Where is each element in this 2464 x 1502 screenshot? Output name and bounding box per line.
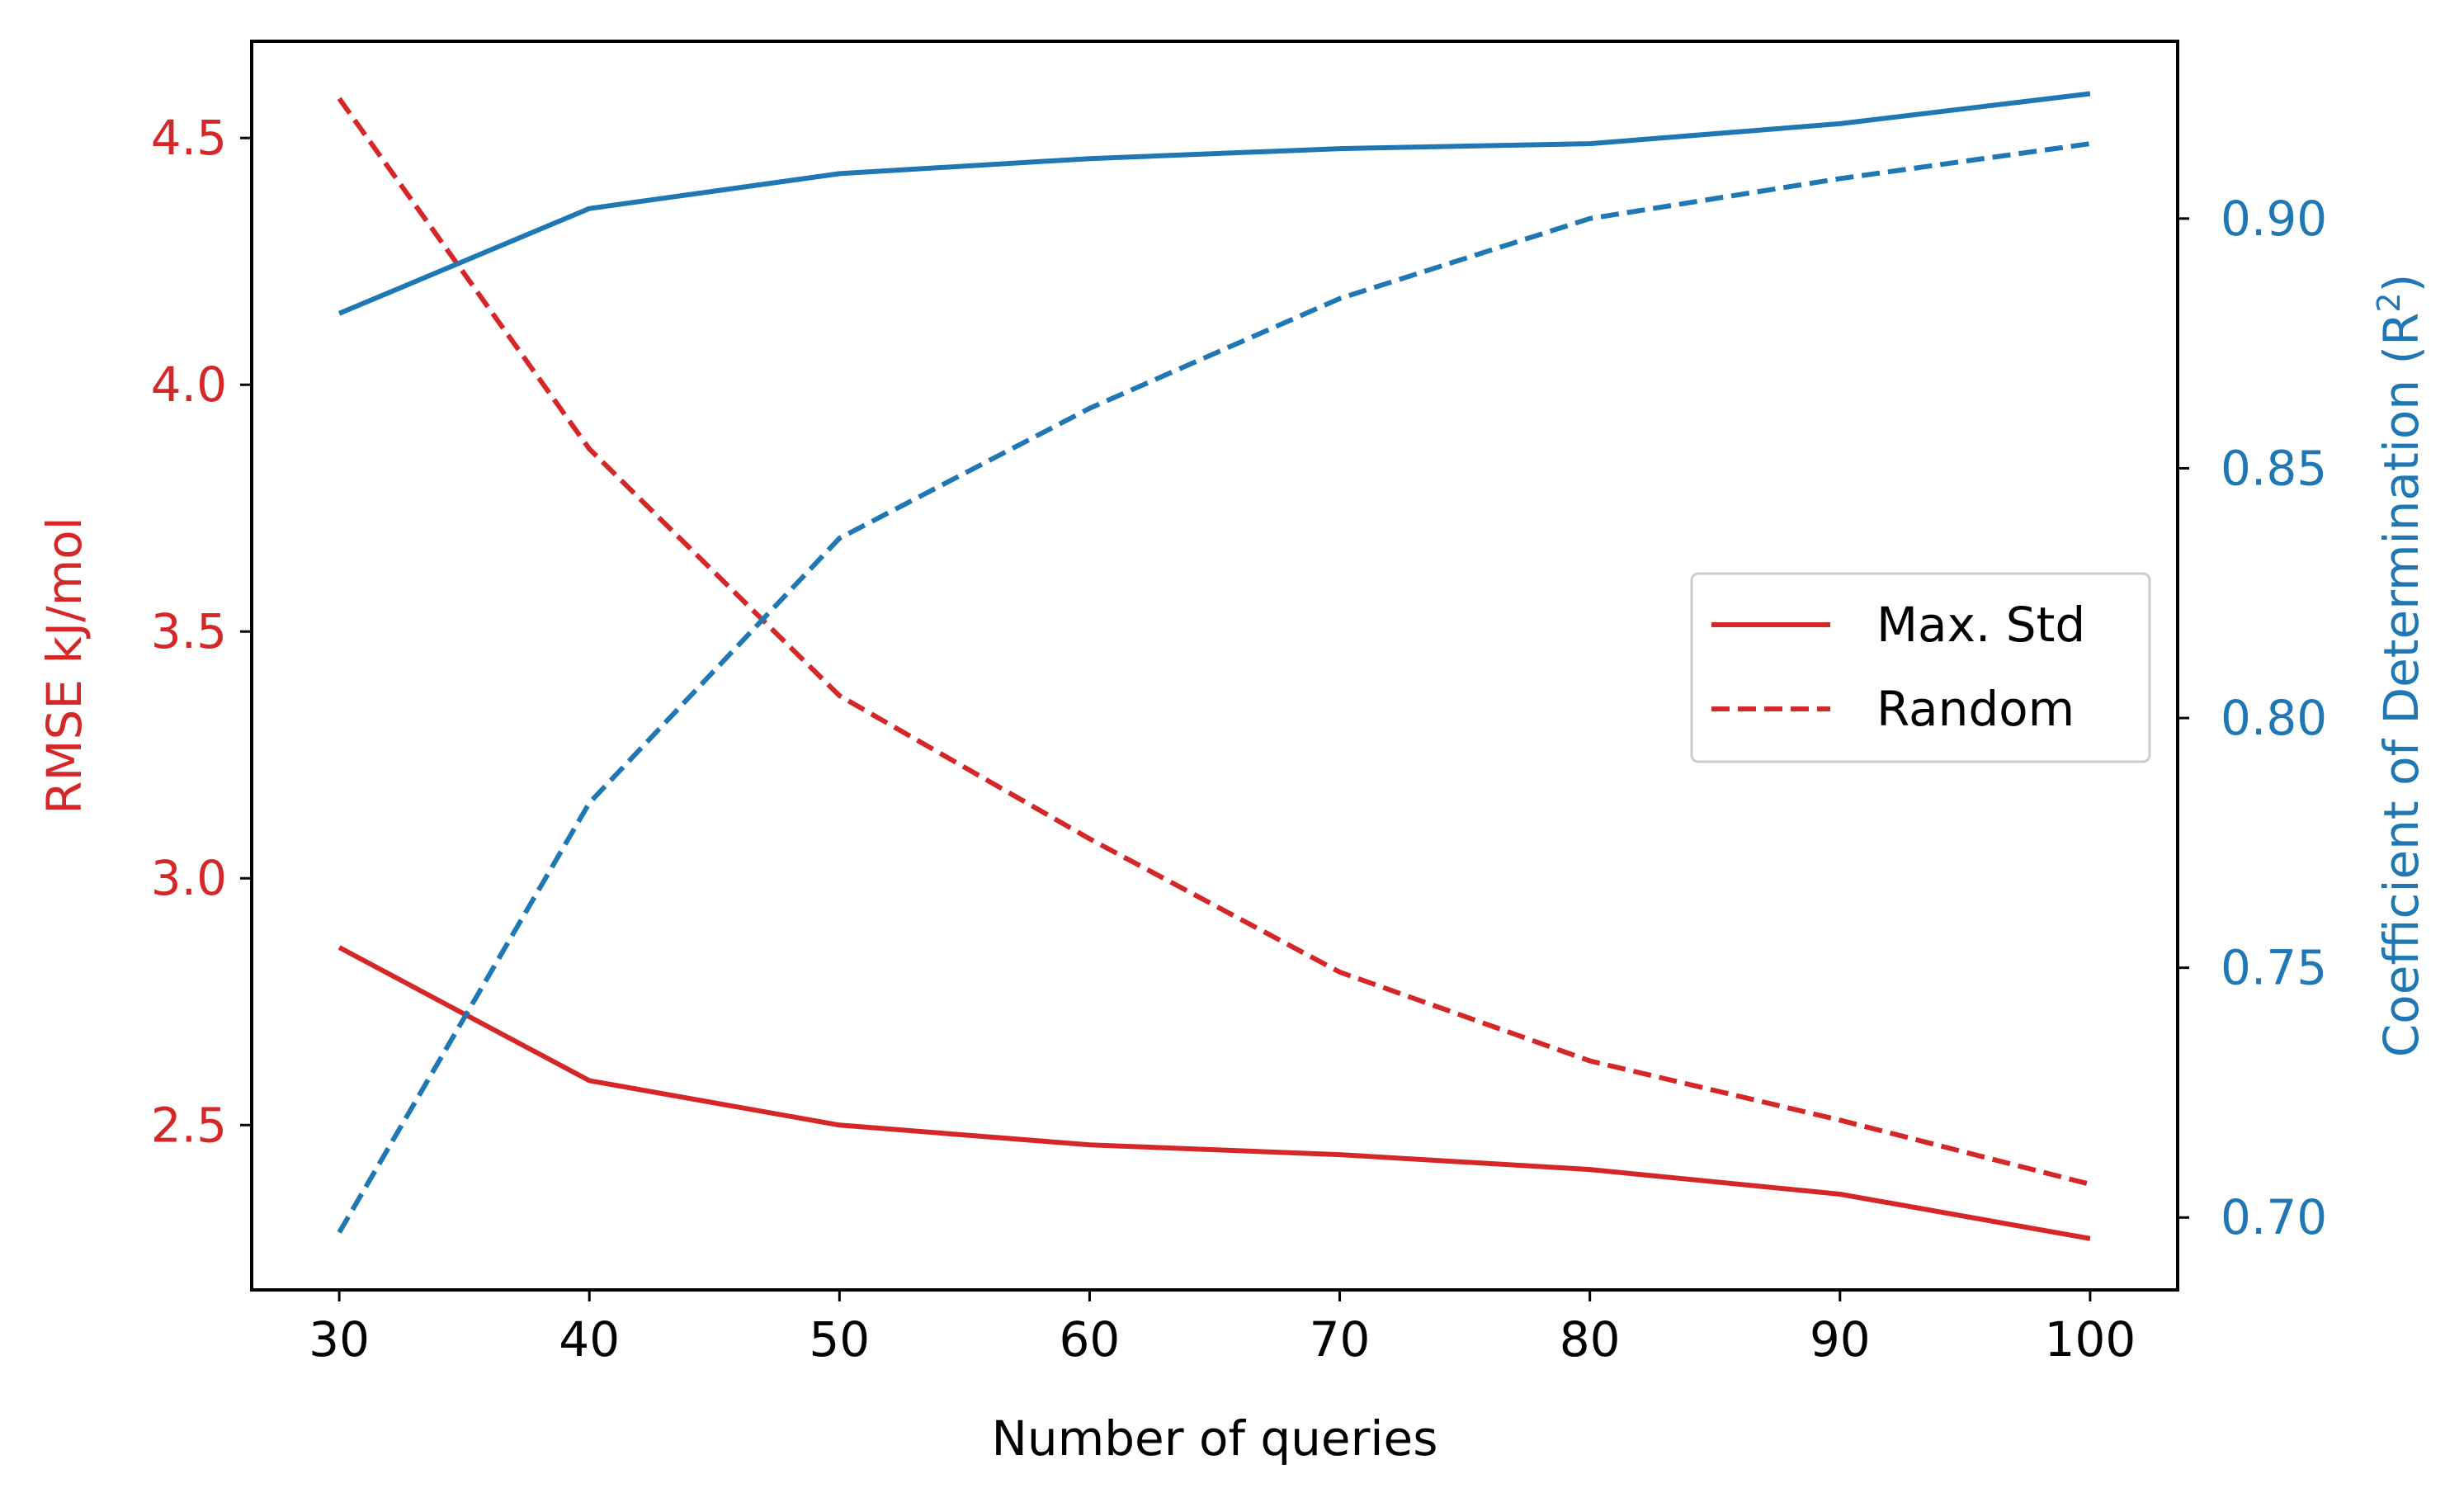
legend-box: [1690, 572, 2151, 763]
y-left-tick-label: 4.0: [151, 357, 227, 413]
x-tick-label: 50: [809, 1311, 870, 1367]
y-left-tick-label: 3.0: [151, 850, 227, 906]
r2-max-std-line: [338, 91, 2091, 316]
ticks-layer: 30 40 50 60 70 80 90 100 2.5 3.0 3.5 4.0 4.5 0.70 0.75…: [151, 110, 2327, 1367]
y-right-tick-label: 0.70: [2221, 1189, 2327, 1245]
x-tick-label: 100: [2045, 1311, 2136, 1367]
x-tick-label: 70: [1310, 1311, 1371, 1367]
y-axis-right-title-superscript: 2: [2371, 292, 2407, 312]
series-layer: [337, 91, 2091, 1241]
y-right-tick-label: 0.90: [2221, 191, 2327, 247]
rmse-random-line: [337, 97, 2091, 1187]
x-tick-label: 60: [1060, 1311, 1121, 1367]
x-tick-label: 40: [559, 1311, 620, 1367]
plot-frame: [250, 40, 2179, 1292]
legend-label-random: Random: [1876, 681, 2075, 737]
x-axis-title: Number of queries: [992, 1410, 1438, 1467]
x-tick-label: 30: [309, 1311, 370, 1367]
y-axis-right-title-main: Coefficient of Determination (R: [2373, 313, 2429, 1058]
y-axis-right-title-end: ): [2373, 274, 2429, 293]
x-tick-label: 90: [1810, 1311, 1871, 1367]
y-right-tick-label: 0.75: [2221, 940, 2327, 996]
y-left-tick-label: 3.5: [151, 603, 227, 659]
y-left-tick-label: 2.5: [151, 1097, 227, 1153]
y-right-tick-label: 0.85: [2221, 440, 2327, 496]
axes-layer: [250, 40, 2179, 1292]
legend-label-max-std: Max. Std: [1876, 597, 2085, 653]
rmse-max-std-line: [338, 945, 2091, 1241]
legend: Max. Std Random: [1690, 572, 2151, 763]
x-tick-label: 80: [1560, 1311, 1621, 1367]
y-right-tick-label: 0.80: [2221, 690, 2327, 746]
y-left-tick-label: 4.5: [151, 110, 227, 166]
y-axis-left-title: RMSE kJ/mol: [36, 517, 92, 815]
y-axis-right-title: Coefficient of Determination (R2): [2371, 274, 2429, 1058]
r2-random-line: [337, 141, 2091, 1234]
